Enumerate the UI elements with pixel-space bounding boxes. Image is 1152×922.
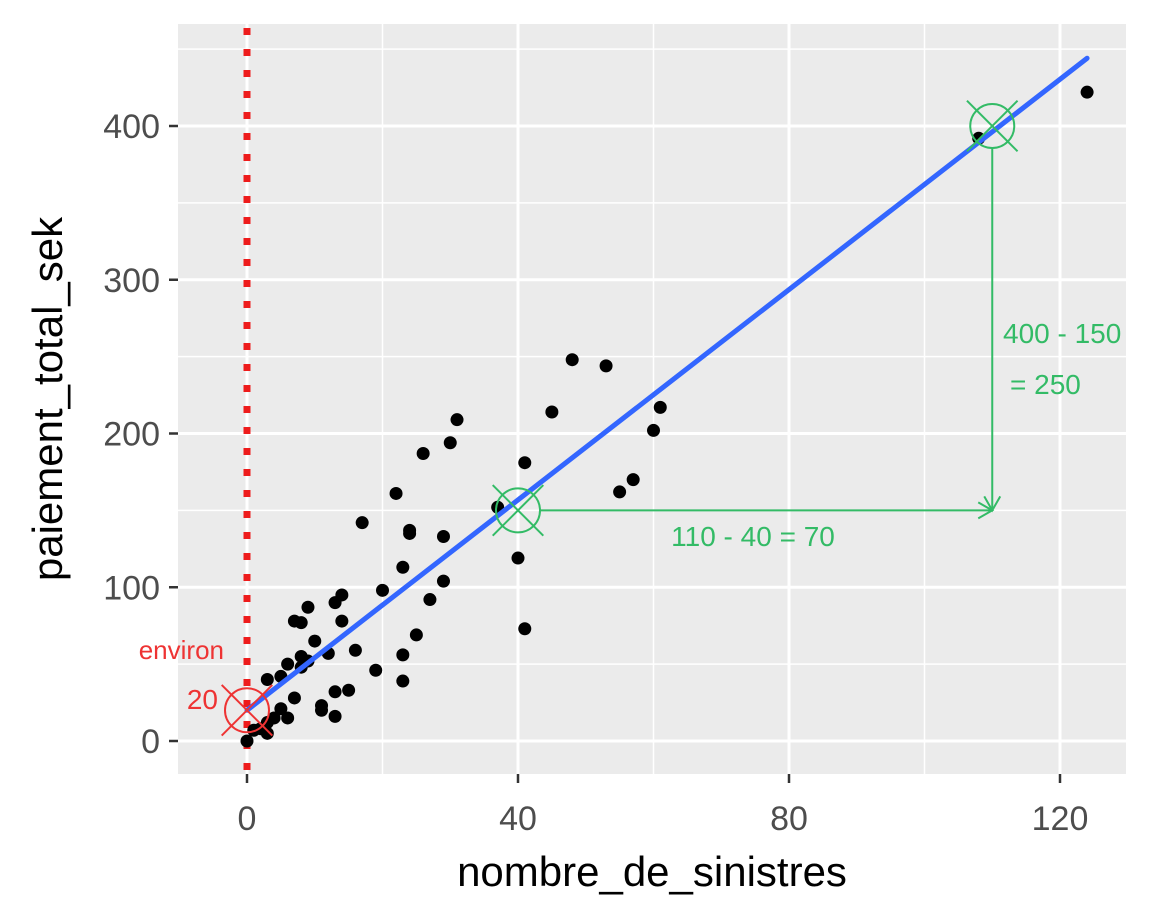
data-point bbox=[335, 588, 349, 602]
data-point bbox=[348, 643, 362, 657]
data-point bbox=[328, 709, 342, 723]
y-axis-ticks: 0 100 200 300 400 bbox=[103, 108, 178, 761]
data-point bbox=[599, 359, 613, 373]
intercept-marker-cross-b bbox=[220, 684, 274, 737]
x-axis-title: nombre_de_sinistres bbox=[457, 848, 847, 895]
data-point bbox=[335, 614, 349, 628]
grid-minor bbox=[178, 24, 1126, 774]
rise-label-line2: = 250 bbox=[1010, 369, 1081, 400]
data-point bbox=[342, 683, 356, 697]
regression-line-layer bbox=[244, 55, 1090, 713]
point-a-marker-cross-b bbox=[491, 484, 545, 537]
data-point bbox=[1080, 85, 1094, 99]
data-point bbox=[267, 711, 281, 725]
y-tick-label: 0 bbox=[141, 723, 160, 761]
data-point bbox=[436, 574, 450, 588]
data-point bbox=[443, 436, 457, 450]
data-point bbox=[511, 551, 525, 565]
data-point bbox=[376, 583, 389, 597]
intercept-label-line1: environ bbox=[139, 635, 224, 665]
data-point bbox=[450, 413, 464, 427]
data-point bbox=[518, 456, 532, 470]
data-point bbox=[396, 648, 410, 662]
y-tick-label: 100 bbox=[103, 569, 160, 607]
intercept-marker bbox=[220, 684, 274, 737]
x-axis-ticks: 0 40 80 120 bbox=[238, 774, 1089, 838]
x-tick-label: 40 bbox=[499, 800, 537, 838]
data-point bbox=[545, 405, 559, 419]
x-tick-label: 0 bbox=[238, 800, 257, 838]
data-point bbox=[281, 657, 295, 671]
data-point bbox=[653, 400, 667, 414]
rise-arrowhead bbox=[983, 495, 1002, 513]
data-point bbox=[274, 702, 288, 716]
point-b-marker-cross-b bbox=[966, 99, 1019, 153]
data-point bbox=[396, 674, 410, 688]
data-point bbox=[416, 446, 430, 460]
data-point bbox=[281, 711, 295, 725]
data-point bbox=[260, 673, 274, 686]
data-point bbox=[565, 353, 579, 367]
intercept-label-line2: 20 bbox=[187, 684, 218, 715]
annotations: environ 20 110 - 40 = 70 400 - 150 = 250 bbox=[139, 99, 1121, 737]
data-point bbox=[355, 516, 369, 530]
data-point bbox=[328, 685, 342, 699]
data-point bbox=[409, 628, 423, 642]
y-tick-label: 400 bbox=[103, 108, 160, 146]
data-point bbox=[301, 600, 315, 614]
run-label: 110 - 40 = 70 bbox=[671, 521, 835, 552]
x-tick-label: 120 bbox=[1032, 800, 1089, 838]
data-point bbox=[396, 560, 410, 574]
rise-label-line1: 400 - 150 bbox=[1003, 318, 1121, 349]
data-point bbox=[240, 734, 254, 748]
data-point bbox=[518, 622, 532, 636]
data-point bbox=[403, 523, 417, 537]
y-tick-label: 300 bbox=[103, 262, 160, 300]
data-point bbox=[436, 530, 450, 544]
data-point bbox=[626, 473, 640, 487]
data-point bbox=[308, 634, 322, 648]
x-tick-label: 80 bbox=[770, 800, 808, 838]
data-point bbox=[287, 691, 301, 705]
data-point bbox=[647, 423, 660, 437]
data-point bbox=[613, 485, 627, 499]
regression-line bbox=[244, 55, 1090, 713]
data-point bbox=[369, 663, 383, 677]
y-axis-title: paiement_total_sek bbox=[24, 216, 71, 581]
y-tick-label: 200 bbox=[103, 416, 160, 454]
data-point bbox=[389, 486, 403, 500]
data-point bbox=[294, 616, 308, 630]
data-point bbox=[260, 726, 274, 740]
intercept-marker-circle bbox=[224, 687, 270, 734]
data-point bbox=[423, 593, 437, 607]
data-point bbox=[315, 703, 329, 717]
